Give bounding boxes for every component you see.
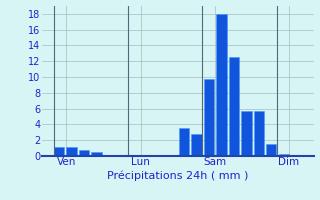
Bar — [204, 79, 214, 156]
Bar — [191, 134, 202, 156]
Bar — [91, 152, 101, 156]
X-axis label: Précipitations 24h ( mm ): Précipitations 24h ( mm ) — [107, 170, 248, 181]
Bar — [66, 147, 76, 156]
Bar — [266, 144, 276, 156]
Bar — [254, 111, 264, 156]
Bar — [54, 147, 64, 156]
Bar — [179, 128, 189, 156]
Bar — [291, 155, 301, 156]
Bar — [279, 154, 289, 156]
Bar — [79, 150, 89, 156]
Bar — [216, 14, 227, 156]
Bar — [228, 57, 239, 156]
Bar — [241, 111, 252, 156]
